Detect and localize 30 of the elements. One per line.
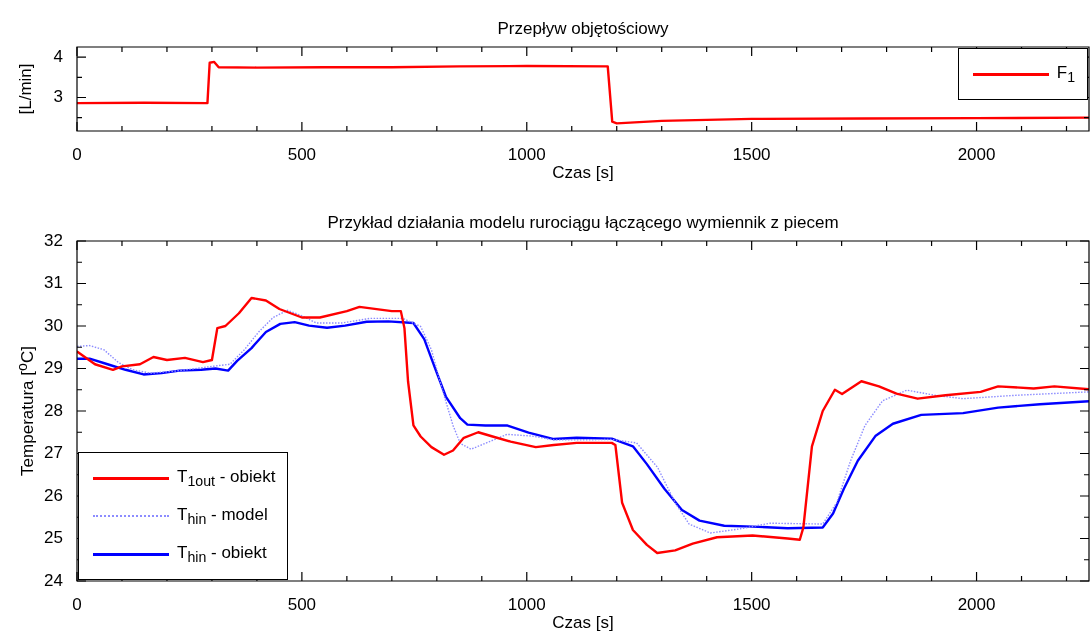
y-axis-title: [L/min] xyxy=(16,63,36,115)
legend-label: T$_{1out}$ - obiekt xyxy=(177,466,276,490)
y-tick-label: 27 xyxy=(44,443,63,463)
y-tick-label: 24 xyxy=(44,570,63,590)
x-tick-label: 0 xyxy=(72,594,82,614)
y-tick-label: 32 xyxy=(44,230,63,250)
y-tick-label: 26 xyxy=(44,485,63,505)
chart-title: Przykład działania modelu rurociągu łączącego wymiennik z piecem xyxy=(326,213,840,233)
y-tick-label: 29 xyxy=(44,358,63,378)
legend-label: T$_{hin}$ - obiekt xyxy=(177,542,267,566)
x-tick-label: 2000 xyxy=(957,594,996,614)
y-tick-label: 3 xyxy=(53,87,63,107)
y-tick-label: 25 xyxy=(44,528,63,548)
x-tick-label: 1000 xyxy=(507,594,546,614)
y-tick-label: 28 xyxy=(44,400,63,420)
x-tick-label: 1500 xyxy=(732,144,771,164)
x-axis-title: Czas [s] xyxy=(551,613,615,633)
y-tick-label: 30 xyxy=(44,315,63,335)
chart-title: Przepływ objętościowy xyxy=(496,19,670,39)
x-tick-label: 500 xyxy=(287,594,317,614)
y-tick-label: 31 xyxy=(44,273,63,293)
legend-label: F$_{1}$ xyxy=(1056,62,1075,86)
y-tick-label: 4 xyxy=(53,46,63,66)
x-axis-title: Czas [s] xyxy=(551,163,615,183)
x-tick-label: 1500 xyxy=(732,594,771,614)
x-tick-label: 1000 xyxy=(507,144,546,164)
legend-label: T$_{hin}$ - model xyxy=(177,504,268,528)
x-tick-label: 0 xyxy=(72,144,82,164)
x-tick-label: 2000 xyxy=(957,144,996,164)
x-tick-label: 500 xyxy=(287,144,317,164)
